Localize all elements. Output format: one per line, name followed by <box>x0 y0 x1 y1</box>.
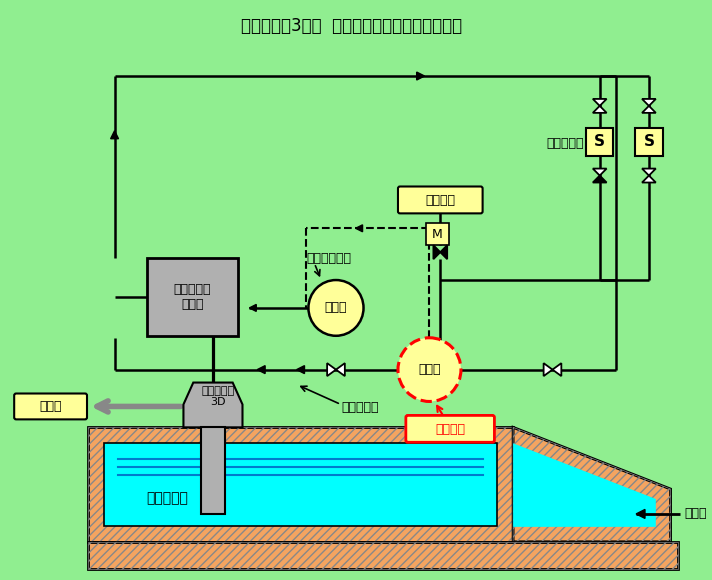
Text: 流量計: 流量計 <box>325 302 347 314</box>
FancyBboxPatch shape <box>398 187 483 213</box>
FancyBboxPatch shape <box>406 415 494 443</box>
Polygon shape <box>88 542 679 568</box>
Polygon shape <box>417 72 424 80</box>
Polygon shape <box>297 365 305 374</box>
Polygon shape <box>593 106 607 113</box>
Polygon shape <box>201 427 225 514</box>
Polygon shape <box>593 176 607 183</box>
Polygon shape <box>553 363 561 376</box>
Text: S: S <box>644 134 654 149</box>
Circle shape <box>398 338 461 401</box>
Text: 当該箇所: 当該箇所 <box>435 423 465 436</box>
Text: 各機器: 各機器 <box>39 400 62 413</box>
Text: モータ冷却水: モータ冷却水 <box>306 252 352 264</box>
Text: M: M <box>432 228 443 241</box>
Polygon shape <box>257 365 265 374</box>
Polygon shape <box>147 258 238 336</box>
Text: 海水ピット: 海水ピット <box>147 491 189 505</box>
Polygon shape <box>642 106 656 113</box>
Text: 軸受潤滑水: 軸受潤滑水 <box>341 401 378 414</box>
Polygon shape <box>642 99 656 106</box>
Polygon shape <box>434 245 440 259</box>
Circle shape <box>308 280 364 336</box>
Polygon shape <box>642 176 656 183</box>
Polygon shape <box>636 509 645 519</box>
Text: 伊方発電所3号機  海水ポンプまわり系統概略図: 伊方発電所3号機 海水ポンプまわり系統概略図 <box>241 17 462 35</box>
Polygon shape <box>544 363 553 376</box>
Text: 流量計: 流量計 <box>418 363 441 376</box>
Polygon shape <box>184 383 243 427</box>
FancyBboxPatch shape <box>426 223 449 245</box>
FancyBboxPatch shape <box>586 128 614 155</box>
Polygon shape <box>513 443 656 527</box>
Polygon shape <box>88 427 513 542</box>
Text: ストレーナ: ストレーナ <box>547 137 584 150</box>
Polygon shape <box>513 427 671 542</box>
FancyBboxPatch shape <box>14 393 87 419</box>
Text: 取水口: 取水口 <box>684 508 707 520</box>
Polygon shape <box>104 443 498 526</box>
Polygon shape <box>440 245 447 259</box>
Text: 海水ポンプ
3D: 海水ポンプ 3D <box>201 386 234 407</box>
Polygon shape <box>249 304 256 311</box>
Text: S: S <box>595 134 605 149</box>
Text: 海水ポンプ
モータ: 海水ポンプ モータ <box>174 283 211 311</box>
FancyBboxPatch shape <box>635 128 663 155</box>
Polygon shape <box>642 169 656 176</box>
Polygon shape <box>110 130 118 139</box>
Polygon shape <box>593 99 607 106</box>
Polygon shape <box>593 169 607 176</box>
Polygon shape <box>327 363 336 376</box>
Polygon shape <box>336 363 345 376</box>
Text: 機器用水: 機器用水 <box>425 194 455 207</box>
Polygon shape <box>356 225 362 232</box>
